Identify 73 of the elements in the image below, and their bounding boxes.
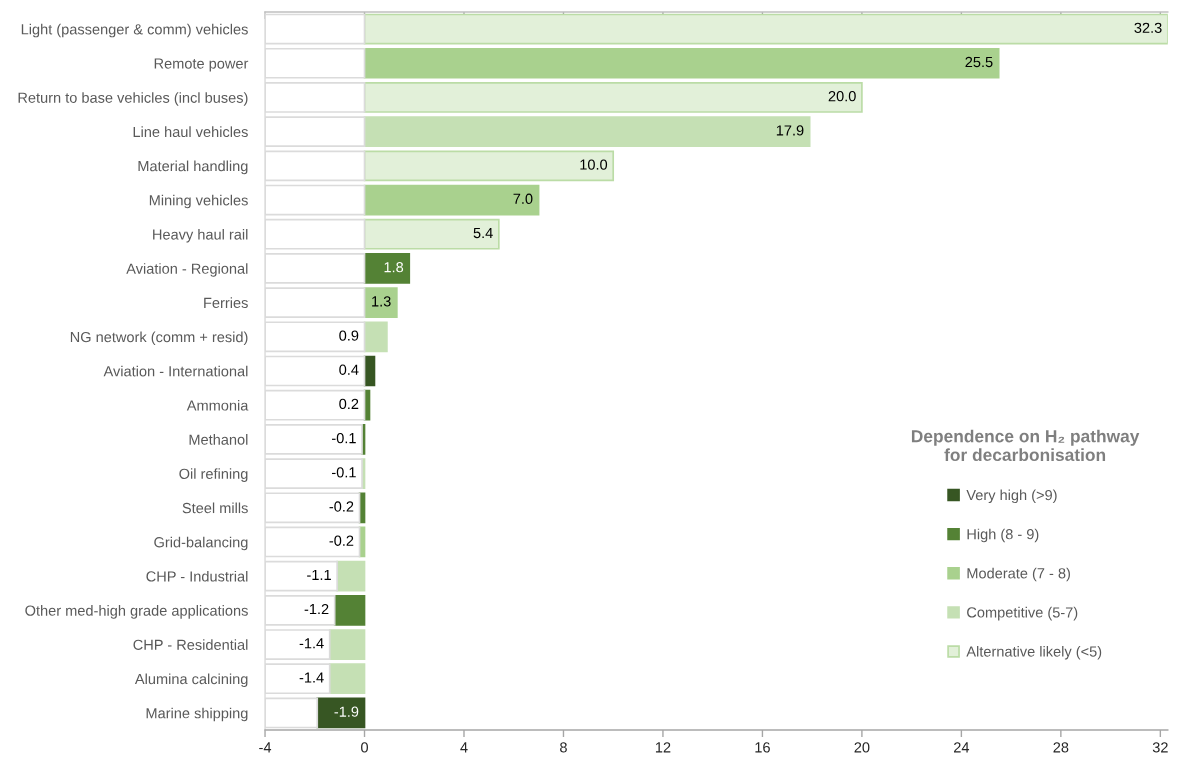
data-label: 17.9 xyxy=(776,125,804,136)
legend-label: Very high (>9) xyxy=(966,489,1057,504)
y-tick-label: Alumina calcining xyxy=(134,673,248,688)
legend-label: Alternative likely (<5) xyxy=(966,645,1102,660)
data-label: 1.3 xyxy=(372,296,391,307)
x-tick-label: -4 xyxy=(259,742,272,753)
data-label: -0.1 xyxy=(331,467,356,478)
y-tick-label: Oil refining xyxy=(179,468,248,482)
x-tick-label: 16 xyxy=(755,742,770,753)
data-label: 25.5 xyxy=(965,56,993,68)
x-tick-label: 12 xyxy=(655,742,671,753)
y-tick-label: Marine shipping xyxy=(146,707,248,722)
y-tick-label: Grid-balancing xyxy=(154,536,248,551)
bar xyxy=(363,150,615,182)
bar xyxy=(328,663,366,695)
y-tick-label: Aviation - Regional xyxy=(126,263,248,277)
y-tick-label: Line haul vehicles xyxy=(133,126,248,138)
data-label: 0.4 xyxy=(339,364,359,375)
bar xyxy=(363,218,500,250)
y-tick-label: Remote power xyxy=(154,58,249,72)
y-tick-label: Light (passenger & comm) vehicles xyxy=(21,23,248,38)
x-tick-label: 28 xyxy=(1053,742,1069,753)
x-tick-label: 24 xyxy=(954,742,970,753)
data-label: -0.1 xyxy=(331,432,356,444)
legend-label: Competitive (5-7) xyxy=(967,606,1078,621)
x-tick-label: 0 xyxy=(361,742,368,753)
y-tick-label: Mining vehicles xyxy=(149,194,248,209)
legend-label: High (8 - 9) xyxy=(967,528,1039,543)
y-tick-label: Return to base vehicles (incl buses) xyxy=(18,92,248,106)
bar xyxy=(333,594,366,626)
x-tick-label: 4 xyxy=(460,742,468,753)
data-label: 0.9 xyxy=(339,330,359,341)
data-label: 0.2 xyxy=(339,398,359,410)
bar xyxy=(363,82,863,113)
y-tick-label: Aviation - International xyxy=(103,365,248,377)
y-tick-label: Heavy haul rail xyxy=(153,228,248,243)
y-tick-label: Steel mills xyxy=(182,502,248,514)
legend-label: Moderate (7 - 8) xyxy=(967,567,1070,582)
data-label: 5.4 xyxy=(473,227,493,239)
bar xyxy=(363,253,411,284)
bar xyxy=(336,560,366,592)
legend-title: Dependence on H₂ pathway for decarbonisation xyxy=(911,429,1140,462)
y-tick-label: Methanol xyxy=(189,434,248,445)
y-tick-label: Material handling xyxy=(138,160,248,175)
bar xyxy=(363,116,811,148)
data-label: 7.0 xyxy=(513,193,533,204)
data-label: -1.4 xyxy=(299,638,324,649)
bar xyxy=(363,47,1000,79)
data-label: 20.0 xyxy=(828,91,856,102)
data-label: 10.0 xyxy=(580,159,608,170)
data-label: -0.2 xyxy=(329,535,354,546)
y-tick-label: Ferries xyxy=(204,297,248,309)
bar xyxy=(363,321,388,353)
x-tick-label: 32 xyxy=(1152,742,1168,753)
bar xyxy=(363,184,540,216)
data-label: -1.1 xyxy=(307,569,331,580)
y-tick-label: NG network (comm + resid) xyxy=(70,331,248,346)
data-label: 1.8 xyxy=(384,262,404,273)
bar xyxy=(363,287,398,318)
data-label: -1.9 xyxy=(334,706,359,717)
y-tick-label: CHP - Industrial xyxy=(146,570,248,582)
y-tick-label: Other med-high grade applications xyxy=(25,605,248,619)
y-tick-label: CHP - Residential xyxy=(133,639,248,650)
bar xyxy=(363,13,1168,45)
y-tick-label: Ammonia xyxy=(186,399,249,411)
data-label: -0.2 xyxy=(329,501,354,512)
data-label: 32.3 xyxy=(1134,22,1162,33)
x-tick-label: 20 xyxy=(854,742,870,753)
bar xyxy=(316,697,366,729)
x-tick-label: 8 xyxy=(560,742,567,753)
data-label: -1.4 xyxy=(299,672,324,683)
data-label: -1.2 xyxy=(304,603,329,615)
bar xyxy=(328,629,366,660)
